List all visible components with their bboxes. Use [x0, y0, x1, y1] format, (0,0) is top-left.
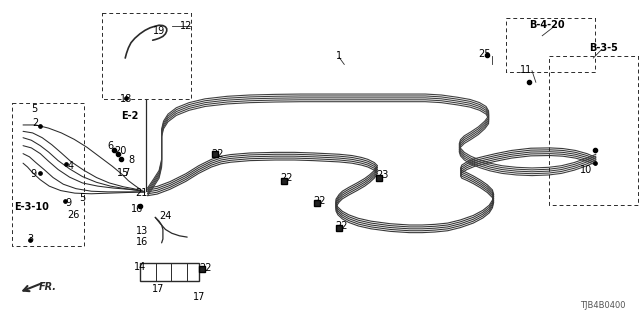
Text: 16: 16: [131, 204, 143, 214]
Text: 21: 21: [135, 188, 147, 198]
Bar: [140, 263, 198, 281]
Text: 22: 22: [280, 173, 293, 183]
Text: 11: 11: [520, 65, 532, 75]
Text: B-3-5: B-3-5: [589, 43, 618, 53]
Text: 22: 22: [212, 148, 224, 159]
Text: 4: 4: [68, 161, 74, 172]
Text: E-3-10: E-3-10: [14, 202, 49, 212]
Text: 24: 24: [159, 211, 172, 221]
Text: TJB4B0400: TJB4B0400: [580, 301, 625, 310]
Text: 9: 9: [31, 169, 37, 179]
Text: 26: 26: [67, 211, 80, 220]
Text: 10: 10: [580, 164, 592, 174]
Text: 2: 2: [33, 118, 39, 128]
Text: 5: 5: [31, 104, 37, 114]
Text: 15: 15: [117, 168, 129, 178]
Text: 16: 16: [136, 237, 148, 247]
Text: E-2: E-2: [121, 111, 138, 121]
Text: 17: 17: [193, 292, 205, 302]
Text: 19: 19: [153, 26, 165, 36]
Text: 22: 22: [314, 196, 326, 206]
Text: 18: 18: [120, 94, 132, 104]
Text: 13: 13: [136, 226, 148, 236]
Text: 22: 22: [335, 220, 348, 231]
Text: 8: 8: [129, 155, 134, 165]
Text: 7: 7: [123, 168, 129, 178]
Text: 22: 22: [199, 263, 211, 273]
Text: 5: 5: [79, 193, 86, 203]
Text: 20: 20: [115, 146, 127, 156]
Text: FR.: FR.: [39, 283, 57, 292]
Text: 9: 9: [65, 198, 72, 208]
Text: 23: 23: [376, 170, 388, 180]
Text: 25: 25: [479, 49, 491, 59]
Text: 17: 17: [152, 284, 164, 294]
Text: B-4-20: B-4-20: [529, 20, 564, 30]
Text: 14: 14: [134, 262, 146, 272]
Text: 12: 12: [180, 20, 192, 30]
Text: 3: 3: [27, 234, 33, 244]
Text: 1: 1: [336, 52, 342, 61]
Text: 6: 6: [108, 141, 113, 151]
